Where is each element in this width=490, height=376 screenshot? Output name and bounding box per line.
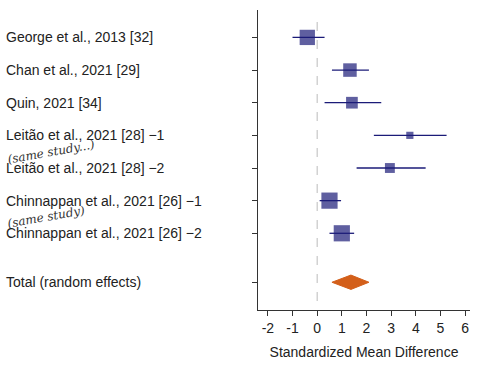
svg-text:(same study...): (same study...) (7, 137, 96, 166)
svg-text:(same study): (same study) (6, 203, 86, 230)
svg-text:1: 1 (338, 320, 346, 336)
svg-text:0: 0 (313, 320, 321, 336)
svg-text:4: 4 (412, 320, 420, 336)
svg-text:Chinnappan et al., 2021 [26] −: Chinnappan et al., 2021 [26] −2 (6, 225, 202, 241)
svg-text:6: 6 (461, 320, 469, 336)
svg-text:George et al., 2013 [32]: George et al., 2013 [32] (6, 29, 153, 45)
svg-text:Leitão et al., 2021 [28] −2: Leitão et al., 2021 [28] −2 (6, 160, 165, 176)
svg-text:Chinnappan et al., 2021 [26] −: Chinnappan et al., 2021 [26] −1 (6, 193, 202, 209)
svg-text:Chan et al., 2021 [29]: Chan et al., 2021 [29] (6, 62, 140, 78)
svg-text:5: 5 (437, 320, 445, 336)
svg-text:Leitão et al., 2021 [28] −1: Leitão et al., 2021 [28] −1 (6, 127, 165, 143)
svg-text:-1: -1 (286, 320, 299, 336)
svg-text:Standardized Mean Difference: Standardized Mean Difference (270, 344, 459, 360)
svg-text:3: 3 (387, 320, 395, 336)
svg-text:Quin, 2021 [34]: Quin, 2021 [34] (6, 95, 102, 111)
svg-text:Total (random effects): Total (random effects) (6, 274, 141, 290)
svg-text:2: 2 (363, 320, 371, 336)
svg-text:-2: -2 (262, 320, 275, 336)
